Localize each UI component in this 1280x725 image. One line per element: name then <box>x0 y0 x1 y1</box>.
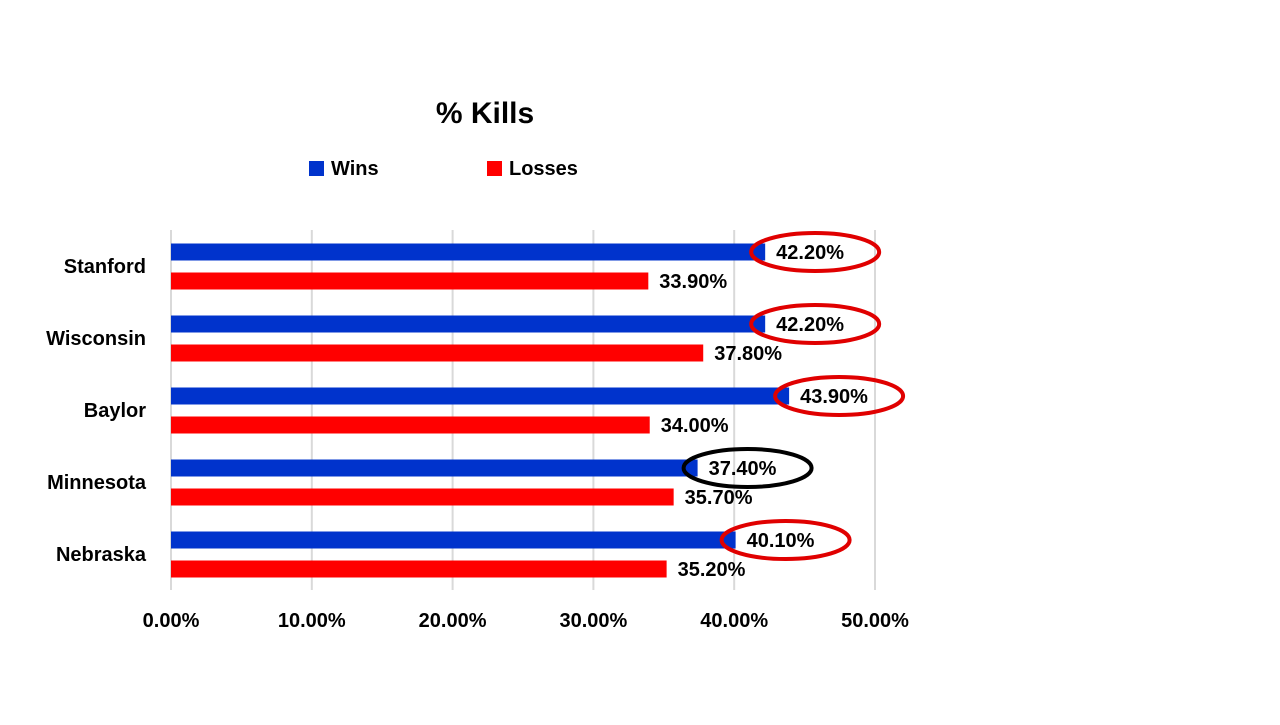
bar-losses-baylor <box>171 416 650 434</box>
chart-title: % Kills <box>436 97 534 130</box>
data-label-wins-nebraska: 40.10% <box>747 530 815 552</box>
legend-swatch-losses <box>487 161 502 176</box>
x-tick-label-4: 40.00% <box>700 610 768 632</box>
bars <box>171 243 790 578</box>
x-tick-label-3: 30.00% <box>559 610 627 632</box>
bar-losses-minnesota <box>171 488 674 506</box>
annotations <box>681 231 906 561</box>
legend: Wins Losses <box>309 158 578 180</box>
x-tick-label-0: 0.00% <box>143 610 200 632</box>
bar-losses-nebraska <box>171 560 667 578</box>
legend-label-wins: Wins <box>331 158 379 180</box>
bar-losses-stanford <box>171 272 649 290</box>
annotation-ellipse-baylor <box>773 375 906 417</box>
annotation-ellipse-stanford <box>749 231 882 273</box>
data-label-wins-minnesota: 37.40% <box>709 458 777 480</box>
category-labels: Stanford Wisconsin Baylor Minnesota Nebraska <box>46 256 147 566</box>
bar-wins-minnesota <box>171 459 698 477</box>
x-tick-labels: 0.00% 10.00% 20.00% 30.00% 40.00% 50.00% <box>143 610 909 632</box>
category-label-minnesota: Minnesota <box>47 472 147 494</box>
legend-swatch-wins <box>309 161 324 176</box>
data-labels: 42.20% 42.20% 43.90% 37.40% 40.10% 33.90% 37.8… <box>659 242 868 581</box>
data-label-losses-wisconsin: 37.80% <box>714 343 782 365</box>
annotation-ellipse-nebraska <box>719 519 852 561</box>
bar-wins-nebraska <box>171 531 736 549</box>
data-label-losses-nebraska: 35.20% <box>678 559 746 581</box>
x-tick-label-2: 20.00% <box>419 610 487 632</box>
data-label-losses-baylor: 34.00% <box>661 415 729 437</box>
data-label-wins-baylor: 43.90% <box>800 386 868 408</box>
legend-label-losses: Losses <box>509 158 578 180</box>
data-label-wins-stanford: 42.20% <box>776 242 844 264</box>
annotation-ellipse-wisconsin <box>749 303 882 345</box>
category-label-wisconsin: Wisconsin <box>46 328 146 350</box>
annotation-ellipse-minnesota <box>681 447 814 489</box>
category-label-baylor: Baylor <box>84 400 146 422</box>
x-tick-label-1: 10.00% <box>278 610 346 632</box>
bar-losses-wisconsin <box>171 344 704 362</box>
bar-wins-baylor <box>171 387 790 405</box>
bar-wins-stanford <box>171 243 766 261</box>
bar-wins-wisconsin <box>171 315 766 333</box>
data-label-wins-wisconsin: 42.20% <box>776 314 844 336</box>
category-label-stanford: Stanford <box>64 256 146 278</box>
data-label-losses-minnesota: 35.70% <box>685 487 753 509</box>
x-tick-label-5: 50.00% <box>841 610 909 632</box>
data-label-losses-stanford: 33.90% <box>659 271 727 293</box>
category-label-nebraska: Nebraska <box>56 544 147 566</box>
